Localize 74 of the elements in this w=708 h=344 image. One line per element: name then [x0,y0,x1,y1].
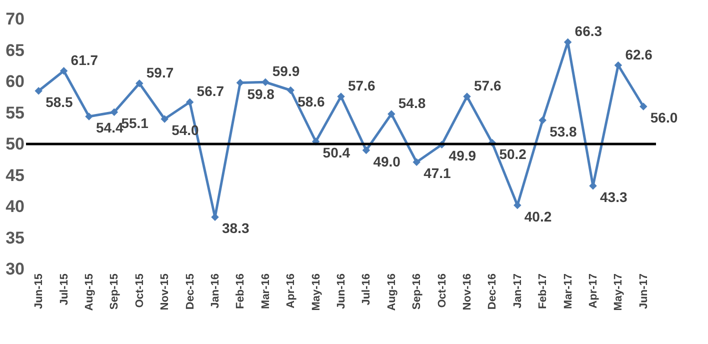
x-tick-label: Jul-16 [360,274,373,306]
x-tick-label: Jun-17 [638,274,650,309]
data-label: 56.0 [650,110,678,126]
data-label: 54.8 [398,95,426,111]
x-tick-label: Jun-16 [336,274,348,309]
x-tick-label: Dec-16 [486,274,499,310]
x-tick-label: Nov-16 [462,274,474,310]
y-tick-label: 70 [6,10,24,28]
x-tick-label: Apr-16 [285,274,298,308]
point [136,80,144,88]
x-tick-label: Sep-16 [411,274,424,310]
data-label: 54.4 [96,120,124,136]
data-label: 50.4 [322,144,350,160]
data-label: 53.8 [550,123,578,140]
x-tick-label: Mar-16 [260,274,272,309]
point [286,86,294,94]
data-label: 59.9 [272,63,300,80]
point [463,92,471,100]
data-label: 47.1 [424,165,452,182]
point [362,146,370,154]
point [640,102,648,110]
x-tick-label: Oct-16 [436,274,448,308]
y-tick-label: 50 [6,134,24,154]
data-label: 59.8 [247,86,275,102]
x-tick-label: Jan-17 [512,274,524,308]
x-tick-label: Nov-15 [159,274,172,310]
x-tick-label: Sep-15 [108,274,121,310]
data-label: 43.3 [600,188,628,205]
x-tick-label: Oct-15 [134,274,146,308]
point [160,115,168,123]
y-tick-label: 35 [6,228,24,248]
data-label: 58.5 [46,94,74,110]
data-label: 66.3 [574,23,602,40]
y-tick-label: 60 [6,72,24,91]
y-tick-label: 45 [6,166,24,185]
data-label: 49.9 [448,148,476,164]
point [388,110,396,118]
data-label: 61.7 [70,52,98,68]
x-tick-label: May-16 [310,274,322,311]
y-tick-label: 40 [6,197,24,216]
point [85,112,93,120]
point [110,108,118,116]
point [186,98,194,106]
point [614,61,622,70]
x-tick-label: Jun-15 [33,274,46,309]
data-label: 38.3 [222,220,250,236]
x-tick-label: Aug-16 [386,274,398,311]
point [412,158,420,166]
data-label: 57.6 [348,78,376,94]
data-label: 62.6 [625,46,653,62]
y-tick-label: 30 [6,260,24,278]
y-tick-label: 55 [6,103,24,122]
point [262,78,270,86]
point [34,87,42,95]
data-label: 58.6 [298,93,326,110]
data-label: 56.7 [196,83,224,100]
x-tick-label: Mar-17 [562,274,574,309]
data-label: 49.0 [373,153,401,170]
x-tick-label: Feb-16 [234,274,247,309]
data-label: 57.6 [474,78,502,94]
x-tick-label: Jan-16 [210,274,222,308]
data-label: 50.2 [499,146,527,162]
data-label: 40.2 [524,208,552,224]
data-label: 59.7 [146,64,174,80]
x-tick-label: Dec-15 [184,274,196,310]
x-tick-label: Feb-17 [537,274,550,309]
x-tick-label: May-17 [612,274,625,311]
x-tick-label: Jul-15 [58,274,70,306]
point [337,92,345,100]
x-tick-label: Apr-17 [588,274,600,308]
x-tick-label: Aug-15 [84,274,96,311]
point [538,116,546,124]
y-tick-label: 65 [6,40,24,60]
point [60,67,68,75]
